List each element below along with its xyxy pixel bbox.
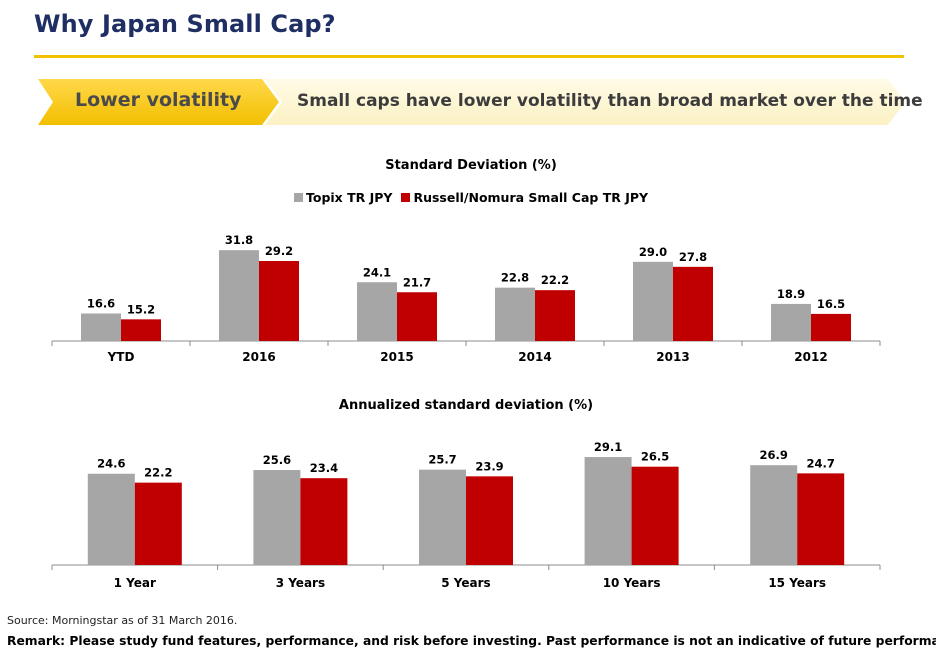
data-label: 22.2 bbox=[541, 273, 569, 287]
banner-chevrons bbox=[38, 79, 905, 125]
category-label: 15 Years bbox=[768, 576, 826, 590]
legend-label-russell: Russell/Nomura Small Cap TR JPY bbox=[413, 189, 649, 205]
page-title: Why Japan Small Cap? bbox=[34, 10, 336, 38]
chart-legend: Topix TR JPY Russell/Nomura Small Cap TR… bbox=[294, 189, 657, 205]
data-label: 29.0 bbox=[639, 245, 667, 259]
chart2-title: Annualized standard deviation (%) bbox=[338, 398, 594, 413]
data-label: 27.8 bbox=[679, 250, 707, 264]
title-divider bbox=[34, 55, 904, 58]
legend-swatch-topix bbox=[294, 192, 303, 202]
bar-topix-10-years bbox=[584, 457, 632, 565]
category-label: 2014 bbox=[518, 350, 551, 364]
chart-standard-deviation: 16.6 15.2 YTD 31.8 29.2 2016 24.1 21.7 2015 22.8 2… bbox=[51, 233, 881, 364]
category-label: 2013 bbox=[656, 350, 689, 364]
data-label: 25.7 bbox=[428, 453, 456, 467]
bar-topix-2013 bbox=[633, 261, 673, 341]
banner-tag: Lower volatility bbox=[75, 89, 242, 111]
source-note: Source: Morningstar as of 31 March 2016. bbox=[7, 614, 238, 627]
bar-topix-2014 bbox=[495, 287, 535, 341]
legend-label-topix: Topix TR JPY bbox=[306, 189, 393, 205]
data-label: 23.4 bbox=[310, 461, 338, 475]
bar-topix-2015 bbox=[357, 282, 397, 341]
data-label: 16.6 bbox=[87, 297, 115, 311]
bar-russell-ytd bbox=[121, 319, 161, 341]
banner-message: Small caps have lower volatility than br… bbox=[297, 91, 923, 111]
category-label: 1 Year bbox=[114, 576, 156, 590]
data-label: 24.1 bbox=[363, 265, 391, 279]
bar-russell-2014 bbox=[535, 290, 575, 341]
data-label: 24.6 bbox=[97, 457, 125, 471]
bar-topix-15-years bbox=[750, 465, 798, 565]
bar-russell-3-years bbox=[300, 478, 348, 565]
data-label: 23.9 bbox=[475, 459, 503, 473]
banner-chevron-right bbox=[265, 79, 905, 125]
bar-topix-3-years bbox=[253, 470, 301, 565]
data-label: 22.2 bbox=[144, 466, 172, 480]
bar-russell-2012 bbox=[811, 313, 851, 341]
legend-swatch-russell bbox=[401, 192, 411, 202]
data-label: 25.6 bbox=[263, 453, 291, 467]
bar-russell-2016 bbox=[259, 261, 299, 341]
data-label: 26.5 bbox=[641, 450, 669, 464]
bar-russell-2015 bbox=[397, 292, 437, 341]
category-label: 2015 bbox=[380, 350, 413, 364]
bar-russell-10-years bbox=[631, 466, 679, 565]
data-label: 24.7 bbox=[807, 456, 835, 470]
bar-russell-5-years bbox=[466, 476, 513, 565]
bar-russell-1-year bbox=[134, 482, 182, 565]
category-label: 2012 bbox=[794, 350, 827, 364]
data-label: 26.9 bbox=[760, 448, 788, 462]
bar-russell-15-years bbox=[797, 473, 845, 565]
data-label: 29.1 bbox=[594, 440, 622, 454]
category-label: 3 Years bbox=[276, 576, 325, 590]
data-label: 21.7 bbox=[403, 275, 431, 289]
category-label: YTD bbox=[107, 350, 135, 364]
data-label: 15.2 bbox=[127, 302, 155, 316]
category-label: 10 Years bbox=[603, 576, 661, 590]
bar-topix-ytd bbox=[81, 313, 121, 341]
chart-annualized-standard-deviation: 24.6 22.2 1 Year 25.6 23.4 3 Years 25.7 23.9 5 Y… bbox=[51, 440, 881, 590]
bar-topix-2012 bbox=[771, 303, 811, 341]
category-label: 5 Years bbox=[441, 576, 490, 590]
data-label: 16.5 bbox=[817, 297, 845, 311]
bar-russell-2013 bbox=[673, 266, 713, 341]
category-label: 2016 bbox=[242, 350, 275, 364]
data-label: 22.8 bbox=[501, 271, 529, 285]
remark-note: Remark: Please study fund features, perf… bbox=[7, 634, 936, 648]
data-label: 29.2 bbox=[265, 244, 293, 258]
bar-topix-1-year bbox=[87, 473, 135, 565]
data-label: 31.8 bbox=[225, 233, 253, 247]
banner-chevron-left bbox=[38, 79, 279, 125]
data-label: 18.9 bbox=[777, 287, 805, 301]
bar-topix-5-years bbox=[419, 469, 466, 565]
chart1-title: Standard Deviation (%) bbox=[385, 158, 557, 173]
bar-topix-2016 bbox=[219, 250, 259, 341]
